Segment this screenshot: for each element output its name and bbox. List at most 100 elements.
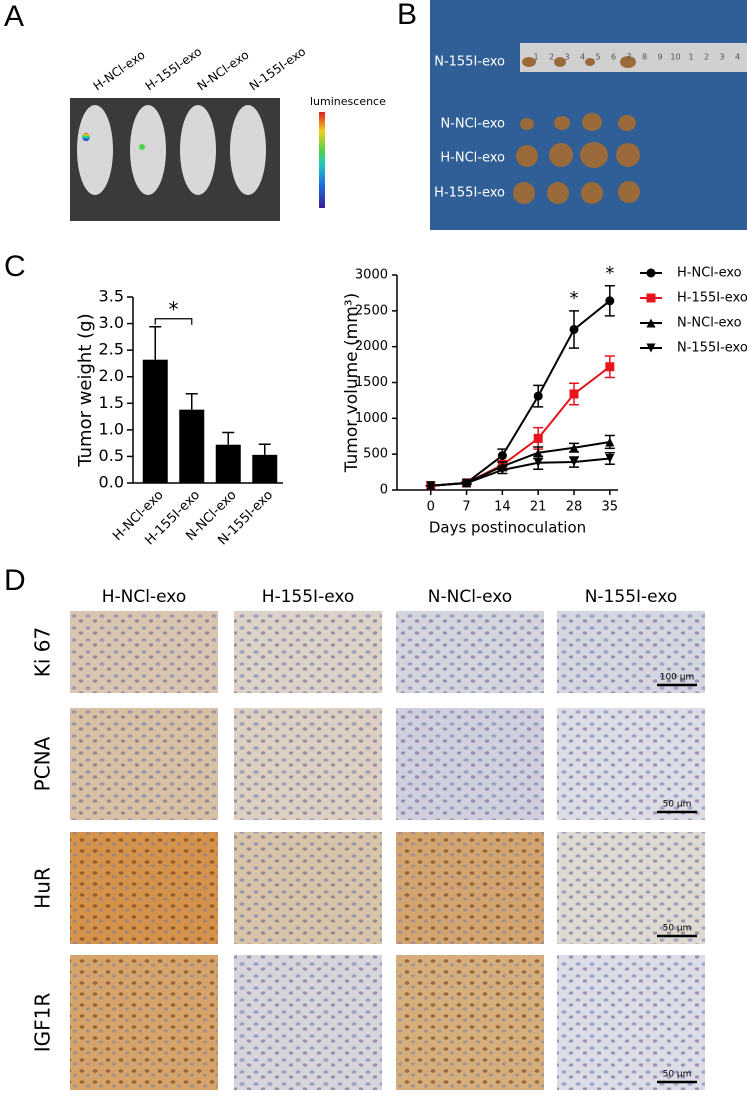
significance: * xyxy=(169,297,179,321)
marker xyxy=(569,457,579,467)
ruler-number: 5 xyxy=(595,53,600,62)
ruler-number: 2 xyxy=(549,53,554,62)
ihc-texture xyxy=(557,611,705,693)
ruler-number: 1 xyxy=(688,53,693,62)
x-tick-label: 7 xyxy=(462,500,470,515)
marker xyxy=(426,481,436,491)
signal xyxy=(82,133,90,141)
ihc-texture xyxy=(396,832,544,944)
marker xyxy=(646,268,656,278)
marker xyxy=(569,389,579,399)
marker xyxy=(462,478,472,488)
ruler-number: 3 xyxy=(719,53,724,62)
significance: * xyxy=(570,288,579,309)
ihc-texture xyxy=(557,708,705,820)
error-bar xyxy=(149,326,162,360)
row-label: IGF1R xyxy=(31,993,55,1053)
scale-bar-label: 50 μm xyxy=(663,800,692,810)
x-axis-label: Days postinoculation xyxy=(429,519,586,537)
row-label: Ki 67 xyxy=(31,627,55,677)
ruler-number: 10 xyxy=(670,53,680,62)
significance: * xyxy=(605,263,614,284)
marker xyxy=(497,451,507,461)
layout xyxy=(70,0,747,230)
marker xyxy=(497,465,507,475)
y-tick-label: 3.0 xyxy=(99,313,124,332)
significance-bracket xyxy=(154,318,193,325)
bar xyxy=(252,454,278,483)
signal xyxy=(139,144,145,150)
group-label: N-155I-exo xyxy=(434,55,505,70)
ihc-texture xyxy=(234,611,382,693)
y-tick-label: 0 xyxy=(380,483,388,498)
group-label: H-155I-exo xyxy=(143,44,205,93)
series-line xyxy=(430,457,610,487)
ihc-texture xyxy=(557,955,705,1090)
ruler-number: 4 xyxy=(580,53,585,62)
marker xyxy=(533,458,543,468)
ihc-texture xyxy=(234,832,382,944)
y-tick-label: 500 xyxy=(363,447,388,462)
group-label: H-NCl-exo xyxy=(91,48,148,94)
marker xyxy=(646,343,656,353)
ruler-number: 4 xyxy=(735,53,740,62)
group-label: N-155I-exo xyxy=(247,44,309,93)
ruler xyxy=(520,43,747,72)
y-tick-label: 0.0 xyxy=(99,473,124,492)
group-label: H-155I-exo xyxy=(434,186,505,201)
panel-label: C xyxy=(4,250,26,283)
panel-label: B xyxy=(397,0,417,31)
scale-bar-label: 50 μm xyxy=(663,1070,692,1080)
mice xyxy=(77,105,266,195)
ruler-number: 8 xyxy=(642,53,647,62)
y-tick-label: 2.5 xyxy=(99,340,124,359)
column-header: N-155I-exo xyxy=(585,587,678,607)
column-header: H-NCl-exo xyxy=(102,587,186,607)
y-tick-label: 0.5 xyxy=(99,446,124,465)
ihc-texture xyxy=(70,955,218,1090)
y-tick-label: 2.0 xyxy=(99,366,124,385)
ihc-texture xyxy=(70,708,218,820)
marker xyxy=(605,453,615,463)
ruler-number: 3 xyxy=(564,53,569,62)
bar xyxy=(142,359,168,483)
ihc-texture xyxy=(396,955,544,1090)
y-tick-label: 1500 xyxy=(355,375,388,390)
group-label: N-NCl-exo xyxy=(440,117,505,132)
y-tick-label: 1.0 xyxy=(99,419,124,438)
legend-label: H-155I-exo xyxy=(677,291,747,306)
x-tick-label: 35 xyxy=(602,500,619,515)
group-label: H-NCl-exo xyxy=(440,151,505,166)
ihc-texture xyxy=(396,708,544,820)
x-tick-label: 28 xyxy=(566,500,583,515)
series-line xyxy=(430,440,610,487)
y-tick-label: 1000 xyxy=(355,411,388,426)
legend-label: N-155I-exo xyxy=(677,341,747,356)
scale-bar-label: 50 μm xyxy=(663,924,692,934)
row-label: PCNA xyxy=(31,736,55,791)
panel-label: A xyxy=(4,0,24,33)
ruler-number: 9 xyxy=(657,53,662,62)
ruler-number: 1 xyxy=(533,53,538,62)
x-tick-label: 0 xyxy=(427,500,435,515)
panel-label: D xyxy=(4,564,26,597)
bar xyxy=(179,409,205,483)
marker xyxy=(533,391,543,401)
ihc-texture xyxy=(557,832,705,944)
x-tick-label: 21 xyxy=(530,500,547,515)
bar xyxy=(215,444,241,483)
scale-bar-label: 100 μm xyxy=(660,673,695,683)
error-bar xyxy=(222,431,235,445)
y-tick-label: 2500 xyxy=(355,303,388,318)
colorbar-label: luminescence xyxy=(310,95,386,108)
ruler-number: 6 xyxy=(611,53,616,62)
series-line xyxy=(430,300,611,487)
marker xyxy=(569,443,579,453)
y-axis-label: Tumor volume (mm³) xyxy=(342,293,362,474)
marker xyxy=(646,318,656,328)
x-tick-label: 14 xyxy=(494,500,511,515)
legend-label: N-NCl-exo xyxy=(677,316,742,331)
tumors xyxy=(513,56,640,204)
column-header: N-NCl-exo xyxy=(428,587,512,607)
